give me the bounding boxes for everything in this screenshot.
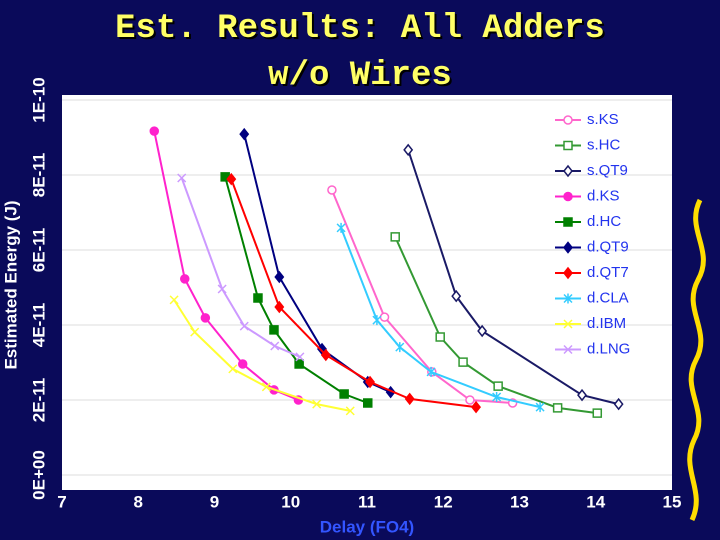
marker bbox=[493, 381, 503, 391]
legend-marker bbox=[563, 319, 573, 329]
marker bbox=[149, 126, 160, 136]
marker bbox=[465, 395, 475, 405]
title-shadow: Est. Results: All Adders bbox=[117, 12, 607, 50]
legend-marker bbox=[563, 115, 573, 125]
y-tick-label: 0E+00 bbox=[29, 450, 48, 500]
marker bbox=[295, 352, 305, 362]
marker bbox=[535, 402, 545, 413]
x-tick-label: 11 bbox=[358, 492, 376, 511]
x-tick-label: 15 bbox=[663, 492, 682, 511]
marker bbox=[404, 392, 415, 406]
marker bbox=[451, 289, 462, 303]
marker bbox=[253, 293, 263, 303]
marker bbox=[390, 232, 400, 242]
marker bbox=[180, 274, 190, 284]
x-tick-label: 12 bbox=[434, 492, 453, 511]
legend-label: d.LNG bbox=[587, 340, 630, 357]
x-tick-label: 13 bbox=[510, 492, 529, 511]
marker bbox=[239, 127, 250, 141]
marker bbox=[395, 342, 405, 353]
y-tick-label: 2E-11 bbox=[29, 378, 48, 422]
marker bbox=[320, 348, 331, 362]
x-tick-label: 14 bbox=[586, 492, 605, 511]
marker bbox=[270, 341, 280, 351]
marker bbox=[363, 398, 373, 408]
marker bbox=[345, 406, 355, 416]
marker bbox=[552, 403, 563, 413]
series-line bbox=[230, 178, 477, 409]
marker bbox=[274, 300, 285, 314]
marker bbox=[477, 324, 488, 338]
marker bbox=[177, 173, 187, 183]
marker bbox=[613, 397, 624, 411]
x-tick-label: 7 bbox=[57, 492, 66, 511]
marker bbox=[274, 270, 285, 284]
series-line bbox=[394, 236, 598, 415]
marker bbox=[577, 388, 587, 402]
legend-label: d.KS bbox=[587, 187, 620, 204]
legend-label: d.QT9 bbox=[587, 238, 629, 255]
legend-label: d.QT7 bbox=[587, 264, 629, 281]
marker bbox=[339, 389, 349, 399]
x-tick-label: 8 bbox=[134, 492, 143, 511]
decoration bbox=[687, 198, 706, 522]
legend-marker bbox=[563, 164, 573, 178]
marker bbox=[379, 312, 390, 322]
marker bbox=[426, 366, 436, 377]
marker bbox=[403, 143, 414, 157]
legend-marker bbox=[563, 217, 573, 227]
legend-marker bbox=[563, 344, 573, 355]
marker bbox=[217, 284, 227, 294]
y-tick-label: 8E-11 bbox=[29, 153, 48, 197]
marker bbox=[336, 222, 346, 233]
marker bbox=[372, 315, 382, 326]
x-axis-title: Delay (FO4) bbox=[320, 517, 414, 536]
chart-subtitle: w/o Wires bbox=[268, 57, 452, 95]
marker bbox=[592, 408, 603, 418]
chart-title: Est. Results: All Adders bbox=[115, 10, 605, 48]
series-line bbox=[173, 299, 351, 412]
marker bbox=[435, 332, 445, 342]
marker bbox=[226, 172, 237, 186]
y-tick-label: 4E-11 bbox=[29, 303, 48, 347]
marker bbox=[471, 400, 481, 414]
y-tick-label: 6E-11 bbox=[29, 228, 48, 272]
y-tick-label: 1E-10 bbox=[29, 77, 48, 122]
x-tick-label: 10 bbox=[281, 492, 300, 511]
marker bbox=[228, 364, 238, 374]
legend-label: s.HC bbox=[587, 136, 621, 153]
legend-label: s.KS bbox=[587, 111, 619, 128]
series-line bbox=[340, 227, 541, 409]
subtitle-shadow: w/o Wires bbox=[270, 59, 454, 97]
marker bbox=[190, 327, 200, 337]
marker bbox=[200, 313, 211, 323]
legend-marker bbox=[563, 191, 573, 202]
legend-marker bbox=[563, 293, 573, 304]
legend-marker bbox=[563, 241, 573, 254]
marker bbox=[365, 375, 376, 389]
legend-label: d.HC bbox=[587, 213, 621, 230]
marker bbox=[492, 392, 502, 402]
legend-marker bbox=[563, 140, 573, 151]
marker bbox=[458, 357, 468, 367]
legend-marker bbox=[563, 266, 573, 280]
x-tick-label: 9 bbox=[210, 492, 219, 511]
y-axis-title: Estimated Energy (J) bbox=[1, 200, 20, 369]
legend-label: s.QT9 bbox=[587, 162, 628, 179]
legend-label: d.IBM bbox=[587, 315, 626, 332]
marker bbox=[294, 359, 304, 369]
marker bbox=[261, 382, 271, 392]
marker bbox=[237, 359, 248, 369]
legend-label: d.CLA bbox=[587, 289, 629, 306]
marker bbox=[327, 185, 337, 195]
marker bbox=[312, 399, 322, 409]
marker bbox=[239, 321, 249, 331]
marker bbox=[169, 295, 179, 305]
marker bbox=[269, 325, 279, 335]
